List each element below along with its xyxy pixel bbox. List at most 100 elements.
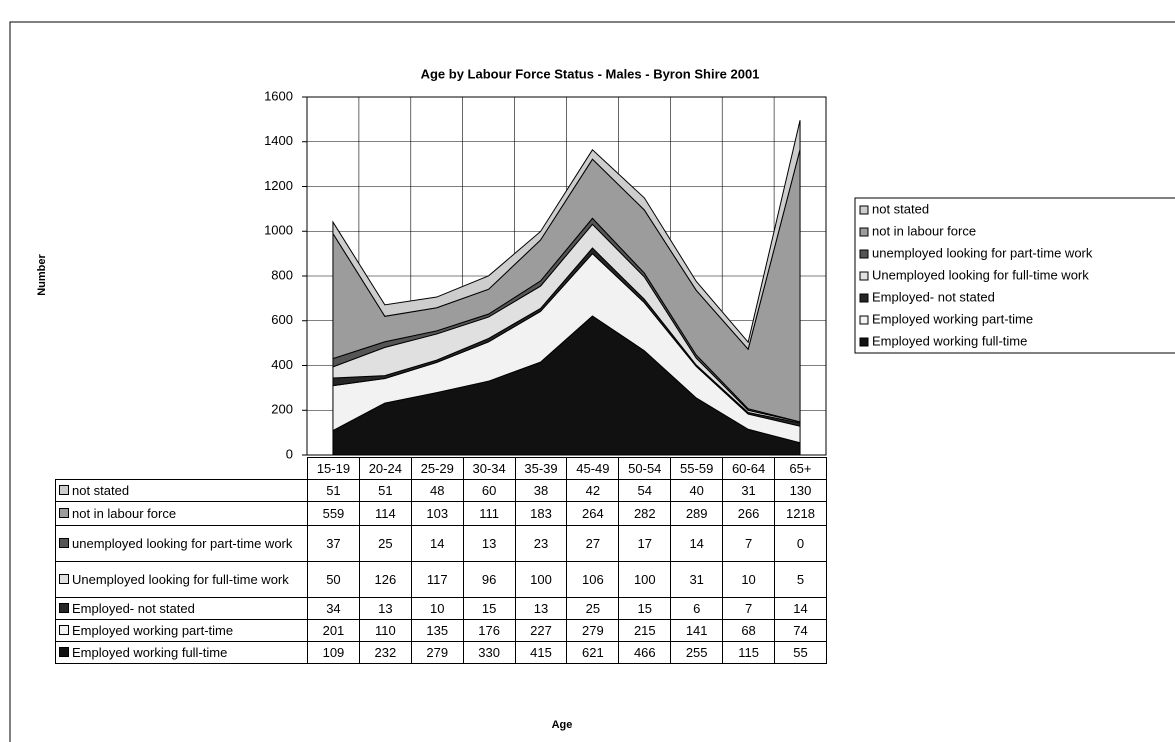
table-row: not in labour force 559 114 103 111 183 264 282… bbox=[55, 501, 827, 526]
table-value: 25 bbox=[358, 525, 412, 562]
legend-swatch bbox=[859, 293, 869, 303]
table-value: 13 bbox=[514, 597, 568, 620]
chart-title: Age by Labour Force Status - Males - Byr… bbox=[421, 66, 760, 81]
table-value: 51 bbox=[358, 479, 412, 502]
y-tick-label: 800 bbox=[271, 267, 293, 282]
x-tick-label: 15-19 bbox=[307, 457, 360, 480]
table-value: 0 bbox=[774, 525, 827, 562]
table-value: 110 bbox=[358, 619, 412, 642]
row-label: not stated bbox=[55, 479, 308, 502]
table-value: 54 bbox=[618, 479, 672, 502]
table-row: Employed working part-time 201 110 135 176 22… bbox=[55, 619, 827, 642]
row-swatch bbox=[59, 602, 69, 613]
row-swatch bbox=[59, 484, 69, 495]
legend-box bbox=[854, 197, 1175, 354]
table-value: 10 bbox=[722, 561, 776, 598]
y-tick-label: 1000 bbox=[264, 223, 293, 238]
table-value: 14 bbox=[774, 597, 827, 620]
table-value: 42 bbox=[566, 479, 620, 502]
table-value: 7 bbox=[722, 597, 776, 620]
table-value: 279 bbox=[410, 641, 464, 664]
table-value: 264 bbox=[566, 501, 620, 526]
table-value: 23 bbox=[514, 525, 568, 562]
row-name: Employed- not stated bbox=[72, 600, 195, 616]
x-tick-label: 65+ bbox=[774, 457, 827, 480]
table-value: 232 bbox=[358, 641, 412, 664]
table-value: 266 bbox=[722, 501, 776, 526]
table-value: 100 bbox=[514, 561, 568, 598]
legend-label: Employed working part-time bbox=[872, 311, 1033, 326]
table-value: 115 bbox=[722, 641, 776, 664]
row-label: Employed- not stated bbox=[55, 597, 308, 620]
table-value: 415 bbox=[514, 641, 568, 664]
table-value: 13 bbox=[358, 597, 412, 620]
table-row: Unemployed looking for full-time work 50 1… bbox=[55, 561, 827, 598]
table-value: 96 bbox=[462, 561, 516, 598]
x-tick-label: 20-24 bbox=[358, 457, 412, 480]
table-value: 114 bbox=[358, 501, 412, 526]
row-label: not in labour force bbox=[55, 501, 308, 526]
row-name: Employed working full-time bbox=[72, 644, 228, 660]
table-value: 14 bbox=[670, 525, 724, 562]
row-swatch bbox=[59, 507, 69, 518]
row-label: Unemployed looking for full-time work bbox=[55, 561, 308, 598]
table-value: 282 bbox=[618, 501, 672, 526]
table-value: 126 bbox=[358, 561, 412, 598]
x-tick-label: 30-34 bbox=[462, 457, 516, 480]
table-row: Employed working full-time 109 232 279 330 41… bbox=[55, 641, 827, 664]
row-name: not stated bbox=[72, 482, 130, 498]
row-swatch bbox=[59, 624, 69, 635]
table-value: 34 bbox=[307, 597, 360, 620]
table-value: 103 bbox=[410, 501, 464, 526]
table-value: 50 bbox=[307, 561, 360, 598]
x-tick-label: 50-54 bbox=[618, 457, 672, 480]
table-value: 183 bbox=[514, 501, 568, 526]
legend-label: Employed- not stated bbox=[872, 289, 995, 304]
legend-label: Employed working full-time bbox=[872, 333, 1027, 348]
table-value: 74 bbox=[774, 619, 827, 642]
x-tick-label: 45-49 bbox=[566, 457, 620, 480]
table-value: 135 bbox=[410, 619, 464, 642]
legend-label: Unemployed looking for full-time work bbox=[872, 267, 1089, 282]
table-value: 215 bbox=[618, 619, 672, 642]
table-value: 5 bbox=[774, 561, 827, 598]
legend-label: not in labour force bbox=[872, 223, 976, 238]
table-value: 109 bbox=[307, 641, 360, 664]
row-name: not in labour force bbox=[72, 505, 177, 521]
table-value: 31 bbox=[722, 479, 776, 502]
x-tick-label: 60-64 bbox=[722, 457, 776, 480]
y-tick-label: 1400 bbox=[264, 133, 293, 148]
y-tick-label: 400 bbox=[271, 357, 293, 372]
table-value: 227 bbox=[514, 619, 568, 642]
table-value: 289 bbox=[670, 501, 724, 526]
table-value: 141 bbox=[670, 619, 724, 642]
y-tick-label: 200 bbox=[271, 402, 293, 417]
legend-label: not stated bbox=[872, 201, 929, 216]
legend-swatch bbox=[859, 249, 869, 259]
table-value: 31 bbox=[670, 561, 724, 598]
y-tick-label: 600 bbox=[271, 312, 293, 327]
table-value: 559 bbox=[307, 501, 360, 526]
row-name: Employed working part-time bbox=[72, 622, 234, 638]
table-value: 37 bbox=[307, 525, 360, 562]
y-tick-label: 1200 bbox=[264, 178, 293, 193]
table-value: 13 bbox=[462, 525, 516, 562]
table-value: 48 bbox=[410, 479, 464, 502]
area bbox=[332, 120, 801, 351]
header-row: 15-19 20-24 25-29 30-34 35-39 45-49 50-54 55-59… bbox=[56, 457, 827, 480]
table-value: 38 bbox=[514, 479, 568, 502]
table-value: 14 bbox=[410, 525, 464, 562]
table-value: 17 bbox=[618, 525, 672, 562]
x-tick-label: 25-29 bbox=[410, 457, 464, 480]
table-value: 60 bbox=[462, 479, 516, 502]
y-axis-label: Number bbox=[36, 254, 48, 296]
row-swatch bbox=[59, 573, 69, 584]
table-value: 7 bbox=[722, 525, 776, 562]
legend-swatch bbox=[859, 271, 869, 281]
table-value: 25 bbox=[566, 597, 620, 620]
row-label: unemployed looking for part-time work bbox=[55, 525, 308, 562]
legend-swatch bbox=[859, 337, 869, 347]
row-name: unemployed looking for part-time work bbox=[72, 535, 293, 551]
table-value: 27 bbox=[566, 525, 620, 562]
